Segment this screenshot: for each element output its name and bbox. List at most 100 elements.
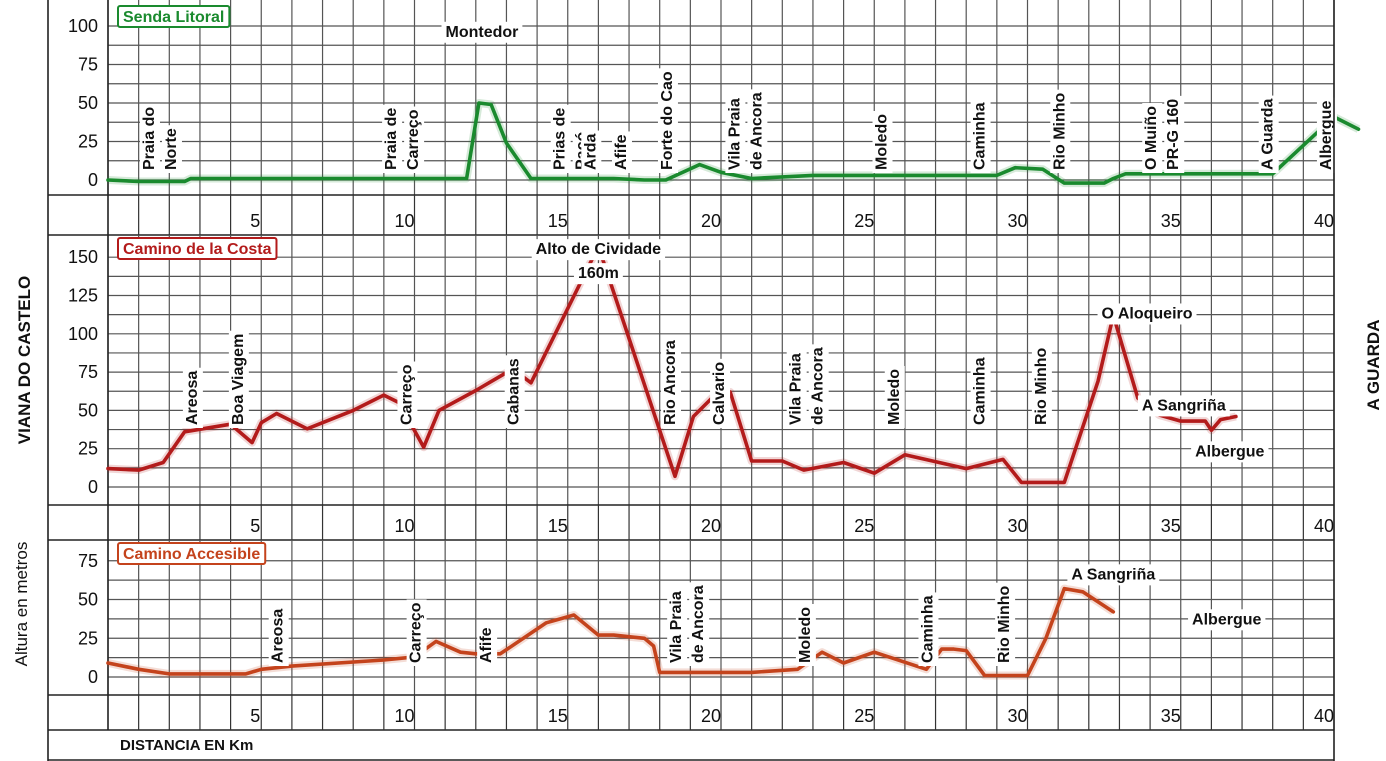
x-tick-label: 5 — [250, 211, 260, 231]
x-tick-label: 35 — [1161, 706, 1181, 726]
place-label-text: O Muiño — [1143, 106, 1160, 170]
place-label-text: Carreço — [405, 109, 422, 170]
start-town-label: VIANA DO CASTELO — [15, 275, 34, 445]
x-tick-label: 25 — [854, 516, 874, 536]
place-label-bg — [404, 106, 425, 173]
panel-title-badge: Senda Litoral — [117, 5, 231, 28]
place-label-text: Praia do — [141, 107, 158, 170]
x-tick-label: 10 — [394, 706, 414, 726]
place-label: Carreço — [397, 361, 418, 428]
y-axis-label: Altura en metros — [12, 541, 31, 667]
place-label-text: Areosa — [270, 609, 287, 663]
place-label-text: Carreço — [408, 602, 425, 663]
y-tick-label: 0 — [88, 477, 98, 497]
place-label-text: Prias de — [552, 108, 569, 170]
y-tick-label: 150 — [68, 247, 98, 267]
place-label-bg — [795, 604, 816, 666]
place-label-bg — [884, 366, 905, 428]
x-tick-label: 30 — [1007, 211, 1027, 231]
place-label-text: 160m — [578, 265, 619, 282]
y-tick-label: 75 — [78, 55, 98, 75]
place-label: Vila Praia de Ancora — [786, 344, 829, 428]
place-label: A Sangriña — [1067, 564, 1160, 586]
panel-title-badge: Camino de la Costa — [117, 237, 278, 260]
x-tick-label: 20 — [701, 516, 721, 536]
place-label: Albergue — [1191, 441, 1269, 463]
panel-2: 5 10 15 20 25 30 35 40 0 25 50 75 100 125 150 Camino de… — [48, 235, 1335, 541]
place-label-bg — [406, 599, 427, 666]
place-label-bg — [1137, 395, 1230, 417]
place-label-bg — [661, 337, 682, 428]
place-label: Praia do Norte — [139, 103, 182, 173]
place-label: Boa Viagem — [228, 330, 249, 428]
place-label-bg — [1031, 344, 1052, 428]
place-label-bg — [970, 354, 991, 428]
place-label-bg — [1142, 103, 1163, 173]
place-label: Caminha — [970, 354, 991, 428]
panel-title: Camino de la Costa — [123, 241, 272, 258]
place-label-bg — [1191, 441, 1269, 463]
place-label-text: Albergue — [1192, 611, 1261, 628]
place-label-bg — [504, 355, 525, 428]
place-label-bg — [710, 358, 731, 428]
place-label: Moledo — [795, 604, 816, 666]
place-label-text: A Sangriña — [1142, 397, 1226, 414]
place-label: Moledo — [872, 111, 893, 173]
y-tick-label: 25 — [78, 439, 98, 459]
place-label-bg — [1164, 95, 1185, 173]
x-tick-label: 30 — [1007, 516, 1027, 536]
panel-3: 5 10 15 20 25 30 35 40 0 25 50 75 Camino Accesible Ar… — [48, 540, 1335, 731]
place-label-bg — [657, 68, 678, 173]
place-label-bg — [382, 104, 403, 173]
place-label-bg — [228, 330, 249, 428]
x-tick-label: 25 — [854, 706, 874, 726]
x-tick-label: 40 — [1314, 211, 1334, 231]
y-tick-label: 0 — [88, 667, 98, 687]
place-label-bg — [1258, 95, 1279, 173]
panel-title-badge: Camino Accesible — [117, 542, 267, 565]
place-label: Forte do Cao — [657, 68, 678, 173]
place-label-bg — [689, 582, 710, 666]
place-label-bg — [611, 131, 632, 173]
place-label: Rio Minho — [1050, 89, 1071, 173]
y-tick-label: 100 — [68, 16, 98, 36]
place-label: Rio Minho — [995, 582, 1016, 666]
place-label: Praia de Carreço — [382, 104, 425, 173]
panel-title: Senda Litoral — [123, 9, 224, 26]
place-label-text: Vila Praia — [668, 591, 685, 663]
place-label-text: Caminha — [972, 357, 989, 425]
place-label-text: Caminha — [972, 102, 989, 170]
place-label-bg — [441, 21, 523, 43]
panel-1: 5 10 15 20 25 30 35 40 0 25 50 75 100 Senda Litoral Pr… — [48, 0, 1361, 236]
place-label: Caminha — [970, 99, 991, 173]
place-label: Albergue — [1188, 609, 1266, 631]
place-label-text: O Aloqueiro — [1102, 305, 1193, 322]
panel-title-frame — [117, 542, 267, 565]
place-label-text: Carreço — [398, 364, 415, 425]
x-tick-label: 35 — [1161, 211, 1181, 231]
place-label: Arda — [581, 130, 602, 173]
place-label-text: Moledo — [886, 369, 903, 425]
x-tick-label: 15 — [548, 706, 568, 726]
place-label: Cabanas — [504, 355, 525, 428]
place-label: Vila Praia de Ancora — [725, 89, 768, 173]
place-label-text: A Sangriña — [1071, 566, 1155, 583]
x-tick-label: 20 — [701, 211, 721, 231]
place-label-bg — [808, 344, 829, 428]
place-label: Vila Praia de Ancora — [667, 582, 710, 666]
place-label-bg — [1097, 303, 1197, 325]
place-label-text: de Ancora — [690, 585, 707, 663]
place-label-bg — [970, 99, 991, 173]
place-label-text: Rio Ancora — [662, 340, 679, 425]
place-label: Rio Ancora — [661, 337, 682, 428]
place-label-text: Norte — [163, 128, 180, 170]
series-line — [106, 101, 1361, 185]
place-label-bg — [1316, 97, 1337, 173]
place-label-bg — [747, 89, 768, 173]
place-label-text: Moledo — [797, 607, 814, 663]
y-tick-label: 25 — [78, 132, 98, 152]
place-label-bg — [667, 588, 688, 666]
panel-title: Camino Accesible — [123, 546, 260, 563]
x-tick-label: 10 — [394, 516, 414, 536]
